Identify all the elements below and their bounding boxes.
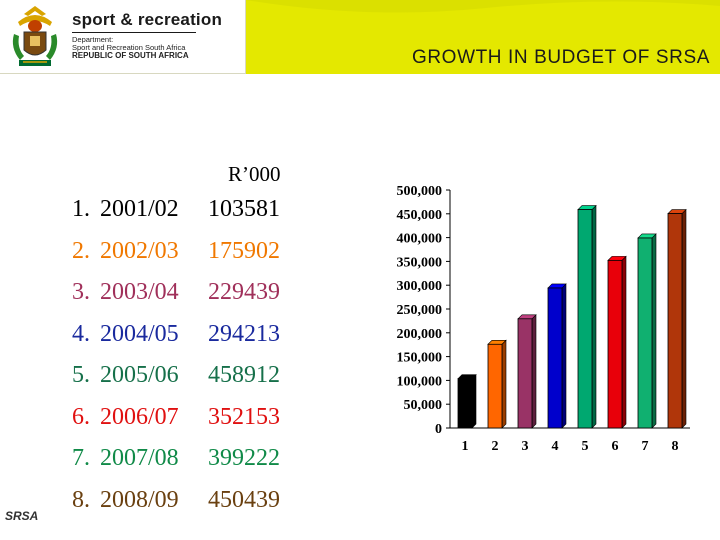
x-tick-label: 8 <box>672 439 679 454</box>
y-tick-label: 0 <box>435 422 442 437</box>
row-value: 229439 <box>208 279 280 305</box>
y-tick-label: 300,000 <box>397 279 443 294</box>
row-year: 2001/02 <box>100 196 179 222</box>
x-tick-label: 2 <box>492 439 499 454</box>
bar-side <box>621 255 627 429</box>
y-tick-label: 450,000 <box>397 208 443 223</box>
footer-logo-text: SRSA <box>5 509 39 523</box>
row-value: 294213 <box>208 320 280 347</box>
row-number: 2. <box>72 237 90 264</box>
row-year: 2007/08 <box>100 445 179 471</box>
row-year: 2002/03 <box>100 237 179 264</box>
department-label: Department: <box>72 35 114 44</box>
bar-side <box>471 373 477 429</box>
row-year: 2006/07 <box>100 403 179 430</box>
y-tick-label: 200,000 <box>397 327 443 342</box>
bar <box>547 287 563 429</box>
y-tick-label: 150,000 <box>397 351 443 366</box>
x-tick-label: 6 <box>612 439 619 454</box>
x-tick-label: 1 <box>462 439 469 454</box>
y-tick-label: 350,000 <box>397 255 443 270</box>
row-year: 2005/06 <box>100 362 179 388</box>
row-year: 2008/09 <box>100 486 179 513</box>
y-tick-label: 50,000 <box>404 398 443 413</box>
bar-side <box>531 314 537 429</box>
row-number: 1. <box>72 196 90 222</box>
bar-side <box>681 208 687 429</box>
header-banner: sport & recreation Department: Sport and… <box>0 0 720 74</box>
bar <box>667 213 683 429</box>
decorative-swoosh <box>246 0 720 74</box>
budget-bar-chart: 0 50,000 100,000 150,000 200,000 250,000 300,0… <box>397 184 690 454</box>
row-value: 458912 <box>208 362 280 388</box>
bar <box>517 318 533 429</box>
y-tick-label: 400,000 <box>397 232 443 247</box>
x-tick-label: 5 <box>582 439 589 454</box>
coat-of-arms-icon <box>12 6 58 66</box>
department-name: sport & recreation <box>72 10 223 29</box>
divider <box>72 32 196 33</box>
unit-label: R’000 <box>228 162 281 186</box>
row-value: 103581 <box>208 196 280 222</box>
row-year: 2004/05 <box>100 320 179 347</box>
row-number: 6. <box>72 403 90 430</box>
department-full-name: Sport and Recreation South Africa <box>72 43 186 52</box>
bar-side <box>561 283 567 429</box>
y-tick-label: 100,000 <box>397 374 443 389</box>
row-year: 2003/04 <box>100 279 179 305</box>
bar-side <box>651 233 657 429</box>
x-tick-label: 4 <box>552 439 559 454</box>
title-band <box>246 0 720 74</box>
row-number: 3. <box>72 279 90 305</box>
bar <box>607 259 623 429</box>
row-number: 5. <box>72 362 90 388</box>
row-value: 175902 <box>208 237 280 264</box>
bar <box>577 209 593 429</box>
department-logo: sport & recreation Department: Sport and… <box>0 0 246 74</box>
row-number: 4. <box>72 320 90 347</box>
row-value: 450439 <box>208 486 280 513</box>
bar <box>487 343 503 429</box>
bar <box>457 378 473 429</box>
x-tick-label: 7 <box>642 439 649 454</box>
row-number: 8. <box>72 486 90 513</box>
bar-side <box>501 339 507 429</box>
slide-title: GROWTH IN BUDGET OF SRSA <box>411 47 710 68</box>
y-tick-label: 250,000 <box>397 303 443 318</box>
y-tick-label: 500,000 <box>397 184 443 199</box>
row-value: 352153 <box>208 403 280 430</box>
x-tick-label: 3 <box>522 439 529 454</box>
bar-side <box>591 204 597 429</box>
row-number: 7. <box>72 445 90 471</box>
bar <box>637 237 653 429</box>
country-name: REPUBLIC OF SOUTH AFRICA <box>72 51 189 60</box>
row-value: 399222 <box>208 445 280 471</box>
